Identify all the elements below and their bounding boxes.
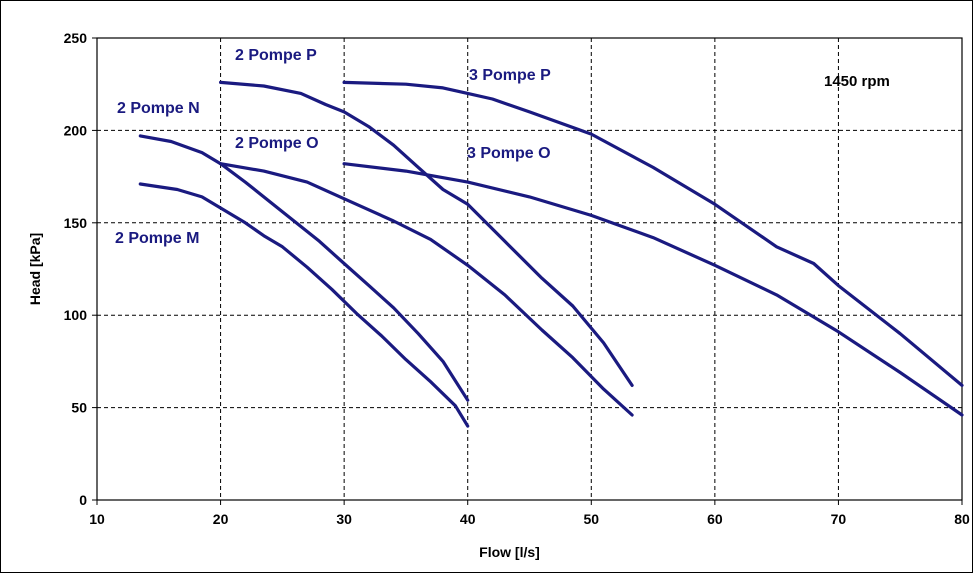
curve-labels: 2 Pompe M 2 Pompe N 2 Pompe O 2 Pompe P 3 Po… <box>115 47 551 247</box>
curve-label-2-pompe-o: 2 Pompe O <box>235 135 319 152</box>
curve-label-3-pompe-p: 3 Pompe P <box>469 67 551 84</box>
curve-label-2-pompe-n: 2 Pompe N <box>117 100 200 117</box>
x-tick-label: 20 <box>213 511 229 527</box>
curve-label-2-pompe-p: 2 Pompe P <box>235 47 317 64</box>
x-tick-label: 30 <box>336 511 352 527</box>
x-tick-label: 40 <box>460 511 476 527</box>
y-tick-label: 0 <box>79 492 87 508</box>
y-axis-title: Head [kPa] <box>27 233 43 305</box>
rpm-annotation: 1450 rpm <box>824 73 890 90</box>
x-axis-ticks: 10 20 30 40 50 60 70 80 <box>89 500 970 527</box>
y-tick-label: 150 <box>64 215 88 231</box>
y-tick-label: 200 <box>64 122 88 138</box>
x-tick-label: 50 <box>583 511 599 527</box>
y-tick-label: 50 <box>71 400 87 416</box>
x-tick-label: 10 <box>89 511 105 527</box>
series-line-3-pompe-o <box>342 162 964 417</box>
series-line-2-pompe-p <box>219 80 634 387</box>
x-tick-label: 70 <box>831 511 847 527</box>
series-lines <box>138 80 964 428</box>
y-tick-label: 250 <box>64 30 88 46</box>
series-line-2-pompe-n <box>138 134 470 402</box>
x-tick-label: 80 <box>954 511 970 527</box>
plot-area <box>96 37 963 501</box>
x-axis-title: Flow [l/s] <box>479 544 540 560</box>
y-tick-label: 100 <box>64 307 88 323</box>
x-tick-label: 60 <box>707 511 723 527</box>
series-line-2-pompe-m <box>138 182 470 428</box>
curve-label-3-pompe-o: 3 Pompe O <box>467 145 551 162</box>
y-axis-ticks: 0 50 100 150 200 250 <box>64 30 97 508</box>
curve-label-2-pompe-m: 2 Pompe M <box>115 230 199 247</box>
series-line-2-pompe-o <box>219 162 634 417</box>
series-line-3-pompe-p <box>342 80 964 387</box>
grid-lines <box>97 38 962 500</box>
